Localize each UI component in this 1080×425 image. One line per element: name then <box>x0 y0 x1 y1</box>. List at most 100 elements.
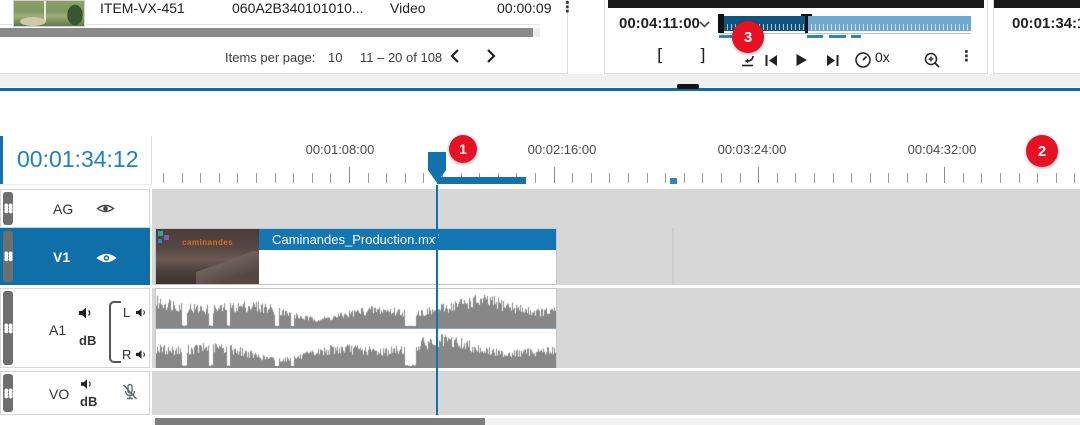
video-clip[interactable]: Caminandes_Production.mxf caminandes <box>155 228 557 285</box>
track-vo-label: VO <box>49 386 70 402</box>
items-per-page-value[interactable]: 10 <box>328 50 343 65</box>
jump-to-in-icon[interactable] <box>736 49 760 71</box>
pagination-range: 11 – 20 of 108 <box>360 50 443 65</box>
track-vo-mic-muted-icon[interactable] <box>120 382 140 404</box>
next-frame-button[interactable] <box>821 49 845 71</box>
previous-frame-button[interactable] <box>759 49 783 71</box>
zoom-in-icon[interactable] <box>920 49 944 71</box>
player-controls-panel: 00:04:11:00 [ ] <box>604 0 988 74</box>
playhead-line[interactable] <box>436 185 438 415</box>
mini-timeline-ticks-dark <box>719 24 808 30</box>
waveform-right-channel <box>156 330 556 368</box>
next-page-button[interactable] <box>481 46 501 66</box>
items-per-page-label: Items per page: <box>225 50 316 65</box>
track-a1-label: A1 <box>49 322 67 338</box>
timeline-toolbar: − + <box>0 91 1080 217</box>
table-row[interactable]: ITEM-VX-451 060A2B340101010... Video 00:… <box>0 0 575 24</box>
track-a1-header[interactable]: ●● ●● ●● A1 dB L R <box>0 288 150 368</box>
mini-timeline-selected-range <box>719 16 808 31</box>
item-thumbnail[interactable] <box>13 0 85 27</box>
pagination-bar: Items per page: 10 11 – 20 of 108 <box>0 42 568 74</box>
item-duration-cell: 00:00:09 <box>497 0 552 16</box>
channel-right-speaker-icon[interactable] <box>134 348 148 360</box>
track-v1-header[interactable]: ●● ●● ●● V1 <box>0 228 150 285</box>
mark-out-button[interactable]: ] <box>699 46 706 66</box>
track-v1-drag-handle[interactable]: ●● ●● ●● <box>3 231 13 282</box>
track-vo-gain-label[interactable]: dB <box>80 394 98 409</box>
mini-timeline-ticks <box>719 24 971 30</box>
track-ag-content[interactable] <box>152 189 1080 228</box>
mini-segment-3 <box>807 35 823 38</box>
audio-clip-region[interactable] <box>155 288 557 368</box>
ruler-label-2: 00:02:16:00 <box>527 142 597 157</box>
splitter-handle[interactable] <box>677 84 699 89</box>
track-vo-speaker-icon[interactable] <box>79 377 95 390</box>
timeline-hscrollbar-track[interactable] <box>152 418 1080 425</box>
channel-left-speaker-icon[interactable] <box>134 306 148 318</box>
mini-mark-in-handle[interactable] <box>718 14 724 33</box>
video-frame-bottom-2 <box>994 0 1080 8</box>
ruler-scale[interactable]: 00:01:08:00 00:02:16:00 00:03:24:00 00:0… <box>152 136 1080 185</box>
item-umid-cell: 060A2B340101010... <box>232 0 364 16</box>
play-button[interactable] <box>789 49 813 71</box>
player-timecode[interactable]: 00:04:11:00 <box>619 15 700 32</box>
item-id-cell: ITEM-VX-451 <box>100 0 185 16</box>
track-ag-drag-handle[interactable]: ●● ●● ●● <box>3 192 13 225</box>
mini-baseline <box>719 33 971 34</box>
timeline-hscrollbar-thumb[interactable] <box>155 418 485 425</box>
track-ag-label: AG <box>53 201 74 217</box>
media-table-panel: ITEM-VX-451 060A2B340101010... Video 00:… <box>0 0 575 74</box>
track-vo-header[interactable]: ●● ●● ●● VO dB <box>0 371 150 415</box>
ruler-label-4: 00:04:32:00 <box>907 142 977 157</box>
chevron-down-icon[interactable] <box>697 19 711 29</box>
mini-segment-1 <box>719 35 732 38</box>
timeline-ruler-row: 00:01:34:12 00:01:08:00 00:02:16:00 00:0… <box>0 136 1080 185</box>
clip-title-bar[interactable]: Caminandes_Production.mxf <box>259 229 556 250</box>
ruler-header-accent <box>0 136 3 185</box>
bunker-shape <box>20 17 46 26</box>
tree-shape <box>66 3 84 26</box>
track-v1-visibility-eye-icon[interactable] <box>95 250 117 265</box>
mini-mark-out-serif <box>801 14 812 16</box>
mini-mark-out-handle[interactable] <box>805 14 808 33</box>
table-hscrollbar-track[interactable] <box>0 28 540 37</box>
track-vo-content[interactable] <box>152 371 1080 415</box>
waveform-channel-divider <box>156 328 556 329</box>
mini-segment-5 <box>851 35 861 38</box>
row-menu-icon[interactable]: ⋮ <box>560 0 575 16</box>
tracks-area: ●● ●● ●● AG ●● ●● ●● V1 <box>0 185 1080 425</box>
ruler-label-3: 00:03:24:00 <box>717 142 787 157</box>
inspector-timecode: 00:01:34:12 <box>1012 15 1080 32</box>
thumb-pixel-3 <box>158 239 162 243</box>
timeline-top-border <box>0 88 1080 91</box>
stereo-bracket <box>109 301 121 363</box>
speed-value: 0x <box>875 49 890 65</box>
thumb-pixel-1 <box>158 231 163 236</box>
prev-page-button[interactable] <box>445 46 465 66</box>
table-hscrollbar-thumb[interactable] <box>0 28 533 37</box>
track-a1-speaker-icon[interactable] <box>77 305 95 320</box>
video-frame-bottom <box>608 0 984 8</box>
channel-left-label: L <box>123 305 131 320</box>
clip-name: Caminandes_Production.mxf <box>272 232 439 247</box>
mark-in-button[interactable]: [ <box>657 46 664 66</box>
mini-segment-4 <box>829 35 846 38</box>
track-vo-drag-handle[interactable]: ●● ●● ●● <box>3 374 13 412</box>
track-v1-label: V1 <box>53 249 71 265</box>
player-mini-timeline[interactable] <box>718 14 971 38</box>
track-ag-visibility-eye-icon[interactable] <box>95 201 115 215</box>
annotation-step-1: 1 <box>449 135 477 163</box>
item-type-cell: Video <box>390 0 426 16</box>
ruler-ticks <box>152 136 1080 185</box>
playback-speed-icon[interactable] <box>851 49 875 71</box>
track-v1-media-seam <box>672 228 674 285</box>
player-menu-icon[interactable]: ⋮ <box>959 47 974 65</box>
table-row-separator <box>0 24 540 25</box>
ruler-marker-dot[interactable] <box>670 178 677 184</box>
track-a1-gain-label[interactable]: dB <box>79 333 97 348</box>
track-ag-header[interactable]: ●● ●● ●● AG <box>0 189 150 228</box>
track-a1-drag-handle[interactable]: ●● ●● ●● <box>3 291 13 365</box>
playhead-handle[interactable] <box>428 152 446 183</box>
waveform-left-channel <box>156 290 556 328</box>
